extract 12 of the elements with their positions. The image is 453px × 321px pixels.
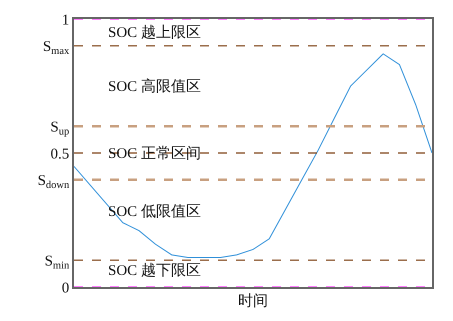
x-axis-title: 时间 bbox=[238, 292, 268, 310]
y-tick-label: S$_{up}$ bbox=[50, 119, 70, 138]
y-tick-label: S$_{down}$ bbox=[38, 173, 70, 192]
annotation: SOC 越下限区 bbox=[108, 262, 201, 279]
annotation: SOC 越上限区 bbox=[108, 24, 201, 41]
y-tick-label: 0 bbox=[62, 280, 70, 296]
line-series bbox=[74, 53, 432, 258]
y-tick-label: 1 bbox=[62, 12, 70, 28]
y-tick-label: S$_{max}$ bbox=[42, 39, 70, 58]
annotation: SOC 高限值区 bbox=[108, 78, 201, 95]
y-tick-label: S$_{min}$ bbox=[44, 253, 70, 272]
y-tick-label: 0.5 bbox=[50, 146, 70, 162]
